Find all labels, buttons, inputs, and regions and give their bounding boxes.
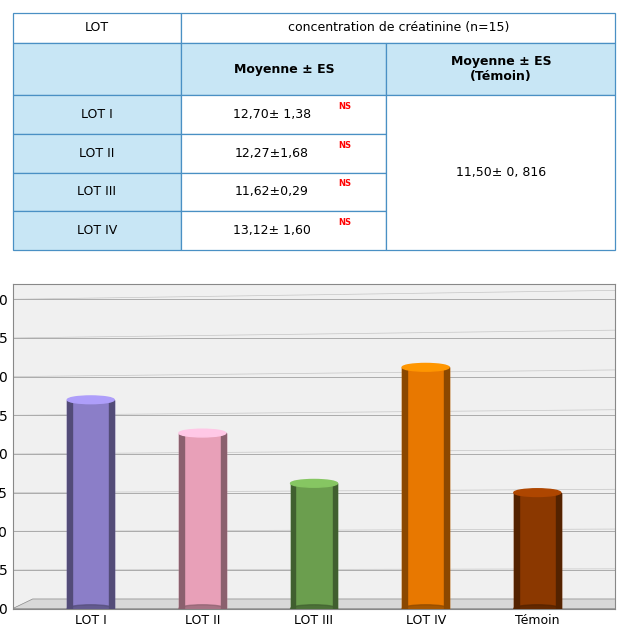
Ellipse shape: [67, 396, 114, 404]
Ellipse shape: [402, 605, 449, 612]
Text: LOT IV: LOT IV: [77, 224, 117, 237]
FancyBboxPatch shape: [181, 172, 386, 211]
Text: 11,62±0,29: 11,62±0,29: [235, 185, 309, 198]
Bar: [109, 400, 114, 609]
Bar: [402, 367, 407, 609]
FancyBboxPatch shape: [181, 95, 386, 134]
FancyBboxPatch shape: [13, 43, 181, 95]
Ellipse shape: [291, 479, 337, 487]
Bar: [67, 400, 72, 609]
FancyBboxPatch shape: [13, 172, 181, 211]
Bar: [556, 493, 561, 609]
Bar: [445, 367, 449, 609]
Text: LOT III: LOT III: [77, 185, 116, 198]
Text: Moyenne ± ES: Moyenne ± ES: [234, 63, 334, 75]
Bar: [333, 483, 337, 609]
Text: Moyenne ± ES
(Témoin): Moyenne ± ES (Témoin): [450, 55, 551, 83]
Ellipse shape: [67, 605, 114, 612]
Polygon shape: [13, 274, 628, 284]
Ellipse shape: [179, 605, 226, 612]
FancyBboxPatch shape: [181, 211, 386, 250]
FancyBboxPatch shape: [181, 134, 386, 172]
Text: 12,70± 1,38: 12,70± 1,38: [233, 108, 311, 121]
Text: concentration de créatinine (n=15): concentration de créatinine (n=15): [288, 22, 509, 34]
FancyBboxPatch shape: [13, 13, 181, 43]
Text: LOT: LOT: [85, 22, 109, 34]
FancyBboxPatch shape: [13, 95, 181, 134]
Text: 11,50± 0, 816: 11,50± 0, 816: [456, 166, 546, 179]
FancyBboxPatch shape: [181, 43, 386, 95]
Bar: [179, 433, 183, 609]
Ellipse shape: [402, 363, 449, 371]
Text: 13,12± 1,60: 13,12± 1,60: [233, 224, 311, 237]
Bar: [221, 433, 226, 609]
Bar: [514, 493, 561, 609]
Bar: [291, 483, 337, 609]
Bar: [402, 367, 449, 609]
Bar: [67, 400, 114, 609]
FancyBboxPatch shape: [13, 134, 181, 172]
Polygon shape: [13, 599, 628, 609]
Text: 12,27±1,68: 12,27±1,68: [235, 146, 309, 160]
Bar: [514, 493, 519, 609]
Text: NS: NS: [338, 179, 351, 188]
Text: NS: NS: [338, 141, 351, 150]
Ellipse shape: [179, 429, 226, 437]
Text: NS: NS: [338, 218, 351, 227]
Bar: [179, 433, 226, 609]
FancyBboxPatch shape: [181, 13, 615, 43]
Ellipse shape: [291, 605, 337, 612]
FancyBboxPatch shape: [386, 43, 615, 95]
Text: LOT II: LOT II: [79, 146, 115, 160]
Ellipse shape: [514, 605, 561, 612]
Ellipse shape: [514, 489, 561, 496]
FancyBboxPatch shape: [13, 211, 181, 250]
Text: LOT I: LOT I: [81, 108, 113, 121]
Text: NS: NS: [338, 102, 351, 111]
FancyBboxPatch shape: [386, 95, 615, 250]
Bar: [291, 483, 295, 609]
